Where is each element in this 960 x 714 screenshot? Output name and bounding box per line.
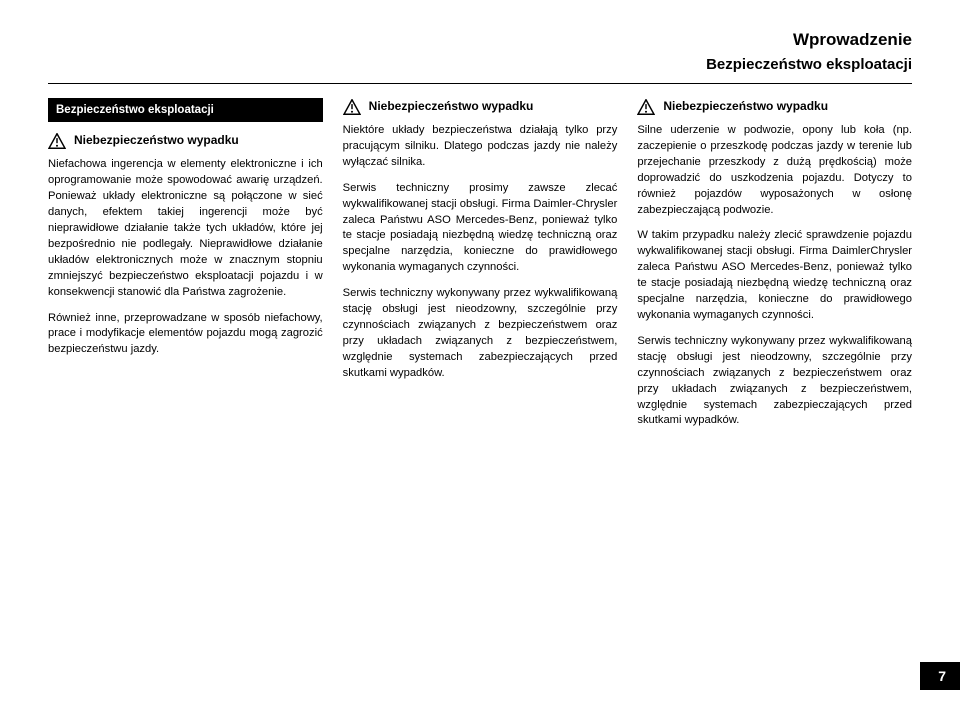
page-header: Wprowadzenie Bezpieczeństwo eksploatacji xyxy=(48,30,912,73)
paragraph: Serwis techniczny wykonywany przez wykwa… xyxy=(343,286,618,381)
column-2: Niebezpieczeństwo wypadku Niektóre układ… xyxy=(343,98,618,439)
warning-triangle-icon xyxy=(637,99,655,115)
subsection-title: Bezpieczeństwo eksploatacji xyxy=(48,56,912,73)
warning-triangle-icon xyxy=(48,133,66,149)
column-3: Niebezpieczeństwo wypadku Silne uderzeni… xyxy=(637,98,912,439)
warning-heading: Niebezpieczeństwo wypadku xyxy=(637,98,912,115)
content-columns: Bezpieczeństwo eksploatacji Niebezpiecze… xyxy=(48,98,912,439)
column-1: Bezpieczeństwo eksploatacji Niebezpiecze… xyxy=(48,98,323,439)
paragraph: Serwis techniczny prosimy zawsze zlecać … xyxy=(343,181,618,276)
warning-label: Niebezpieczeństwo wypadku xyxy=(74,132,239,149)
header-divider xyxy=(48,83,912,84)
paragraph: Niefachowa ingerencja w elementy elektro… xyxy=(48,157,323,300)
document-page: Wprowadzenie Bezpieczeństwo eksploatacji… xyxy=(0,0,960,714)
warning-heading: Niebezpieczeństwo wypadku xyxy=(343,98,618,115)
warning-label: Niebezpieczeństwo wypadku xyxy=(369,98,534,115)
page-number: 7 xyxy=(920,662,960,690)
paragraph: Silne uderzenie w podwozie, opony lub ko… xyxy=(637,123,912,218)
warning-label: Niebezpieczeństwo wypadku xyxy=(663,98,828,115)
section-title: Wprowadzenie xyxy=(48,30,912,50)
paragraph: Serwis techniczny wykonywany przez wykwa… xyxy=(637,334,912,429)
paragraph: W takim przypadku należy zlecić sprawdze… xyxy=(637,228,912,323)
paragraph: Również inne, przeprowadzane w sposób ni… xyxy=(48,311,323,359)
paragraph: Niektóre układy bezpieczeństwa działają … xyxy=(343,123,618,171)
warning-triangle-icon xyxy=(343,99,361,115)
warning-heading: Niebezpieczeństwo wypadku xyxy=(48,132,323,149)
topic-bar: Bezpieczeństwo eksploatacji xyxy=(48,98,323,122)
